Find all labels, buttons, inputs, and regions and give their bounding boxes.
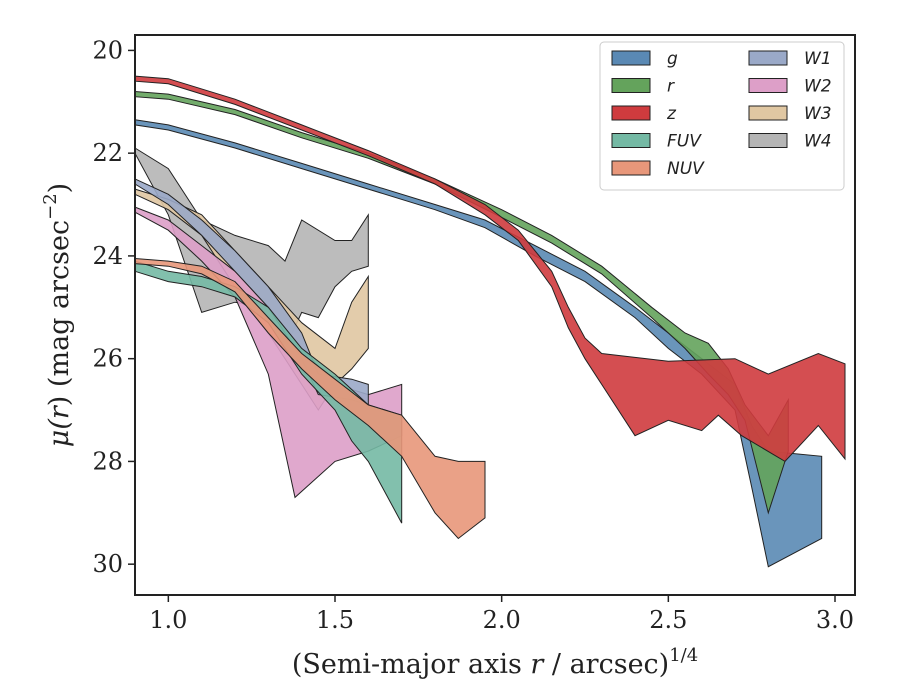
plot-frame <box>134 34 856 596</box>
x-tick-label: 3.0 <box>816 606 854 634</box>
x-axis-ticks: 1.0 1.5 2.0 2.5 3.0 <box>149 595 854 634</box>
y-tick-label: 20 <box>92 36 123 64</box>
y-axis-ticks: 20 22 24 26 28 30 <box>92 36 135 578</box>
y-tick-label: 30 <box>92 550 123 578</box>
x-tick-label: 1.5 <box>316 606 354 634</box>
legend-label-fuv: FUV <box>667 132 702 152</box>
band-layer <box>134 75 846 568</box>
legend-swatch-z <box>611 105 651 121</box>
legend-label-w1: W1 <box>804 49 832 69</box>
legend-swatch-w2 <box>748 78 788 93</box>
legend-swatch-w3 <box>748 105 788 121</box>
legend-swatch-w4 <box>748 133 788 148</box>
x-axis-label: (Semi-major axis r / arcsec)1/4 <box>292 645 698 680</box>
band-z <box>134 75 846 463</box>
legend-swatch-fuv <box>611 133 651 148</box>
band-nuv <box>134 257 486 540</box>
legend-label-w4: W4 <box>804 132 832 152</box>
band-g <box>134 119 823 568</box>
x-tick-label: 2.5 <box>649 606 687 634</box>
band-w4 <box>134 147 369 350</box>
legend-label-w2: W2 <box>804 77 832 97</box>
legend-swatch-g <box>611 50 651 66</box>
legend-label-g: g <box>667 49 678 69</box>
legend-label-r: r <box>667 77 675 97</box>
y-tick-label: 24 <box>92 242 123 270</box>
legend-swatch-w1 <box>748 50 788 66</box>
legend-label-w3: W3 <box>804 104 832 124</box>
legend: grz FUV NUV W1 W2 W3 W4 <box>599 41 845 191</box>
legend-label-nuv: NUV <box>667 159 705 179</box>
x-tick-label: 2.0 <box>483 606 521 634</box>
y-axis-label: μ(r) (mag arcsec−2) <box>40 183 75 447</box>
legend-label-z: z <box>666 104 677 124</box>
x-tick-label: 1.0 <box>149 606 187 634</box>
y-tick-label: 22 <box>92 139 123 167</box>
legend-swatch-r <box>611 78 651 93</box>
legend-swatch-nuv <box>611 160 651 176</box>
y-tick-label: 28 <box>92 447 123 475</box>
y-tick-label: 26 <box>92 345 123 373</box>
